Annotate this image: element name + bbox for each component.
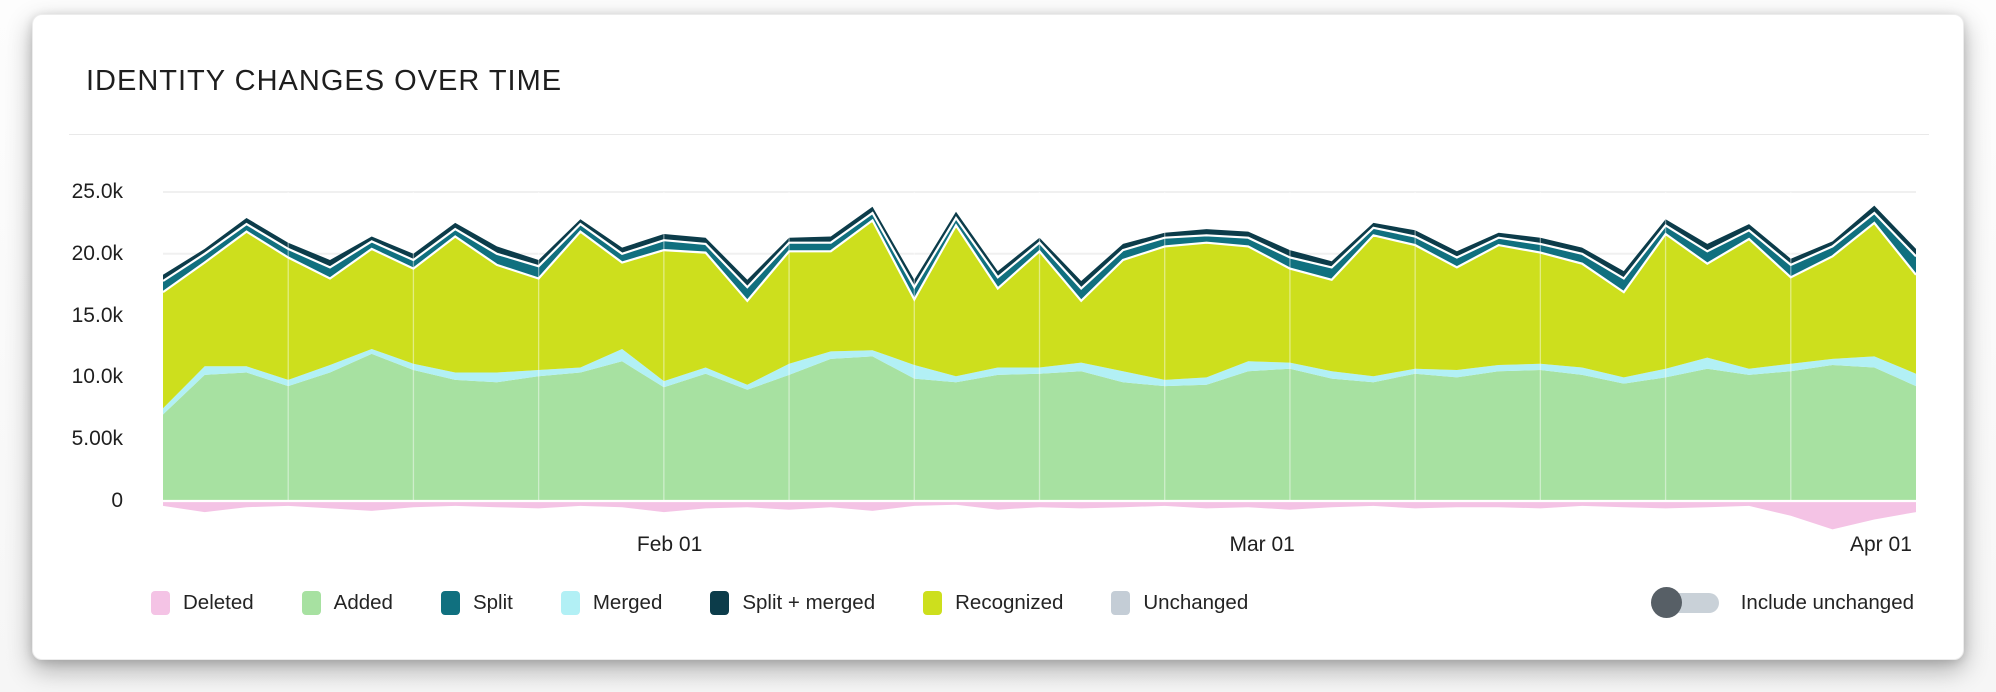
legend-item-deleted[interactable]: Deleted <box>151 591 254 615</box>
area-split_merged <box>163 205 1916 289</box>
legend-swatch-added <box>301 591 321 615</box>
legend-label-unchanged: Unchanged <box>1143 591 1249 614</box>
legend-item-unchanged[interactable]: Unchanged <box>1111 591 1248 615</box>
include-unchanged-toggle[interactable] <box>1650 587 1719 618</box>
y-tick-label: 5.00k <box>71 427 123 451</box>
area-merged <box>163 349 1916 415</box>
chart-legend: Deleted Added Split Merged Split + merged Rec… <box>151 591 1248 615</box>
legend-swatch-deleted <box>151 591 170 615</box>
identity-changes-card: IDENTITY CHANGES OVER TIME 0 5.00k 10.0k 15… <box>32 14 1964 660</box>
toggle-knob <box>1650 587 1682 618</box>
x-tick-label: Apr 01 <box>1850 533 1912 556</box>
legend-label-added: Added <box>333 591 393 614</box>
legend-item-split[interactable]: Split <box>440 591 513 615</box>
legend-swatch-split <box>440 591 460 615</box>
x-tick-label: Feb 01 <box>636 533 703 556</box>
y-tick-label: 20.0k <box>71 241 123 265</box>
legend-label-recognized: Recognized <box>955 591 1064 614</box>
boundary-split-top <box>162 211 1917 290</box>
y-tick-label: 10.0k <box>71 365 123 389</box>
legend-label-merged: Merged <box>592 591 663 614</box>
include-unchanged-label: Include unchanged <box>1740 590 1914 614</box>
title-divider <box>69 134 1929 135</box>
legend-item-added[interactable]: Added <box>301 591 393 615</box>
page-title: IDENTITY CHANGES OVER TIME <box>86 65 563 97</box>
legend-swatch-merged <box>560 591 580 615</box>
legend-item-recognized[interactable]: Recognized <box>923 591 1063 615</box>
legend-item-split_merged[interactable]: Split + merged <box>710 591 875 615</box>
y-tick-label: 25.0k <box>71 180 123 203</box>
legend-item-merged[interactable]: Merged <box>560 591 663 615</box>
legend-swatch-recognized <box>923 591 943 615</box>
include-unchanged-toggle-group: Include unchanged <box>1650 587 1914 618</box>
legend-label-split: Split <box>472 591 513 614</box>
identity-changes-chart <box>162 191 1917 530</box>
boundary-recognized-top <box>162 218 1917 303</box>
area-deleted <box>163 501 1916 530</box>
x-tick-label: Mar 01 <box>1229 533 1295 556</box>
legend-label-split_merged: Split + merged <box>742 591 876 614</box>
legend-swatch-split_merged <box>710 591 730 615</box>
y-tick-label: 0 <box>111 489 123 512</box>
area-added <box>163 353 1916 501</box>
legend-label-deleted: Deleted <box>183 591 254 614</box>
y-tick-label: 15.0k <box>71 303 123 327</box>
legend-swatch-unchanged <box>1111 591 1131 615</box>
area-recognized <box>163 220 1916 409</box>
area-split <box>163 213 1916 301</box>
